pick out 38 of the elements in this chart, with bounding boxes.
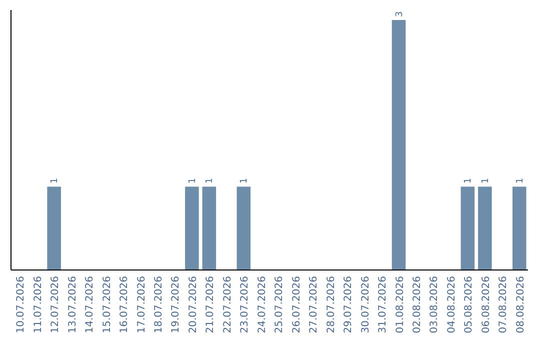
x-tick-label: 25.07.2026 xyxy=(274,276,286,334)
x-tick-label: 23.07.2026 xyxy=(240,276,251,334)
data-label: 1 xyxy=(464,178,474,184)
data-label: 1 xyxy=(240,178,250,184)
x-tick-label: 24.07.2026 xyxy=(256,276,268,334)
x-tick-label: 03.08.2026 xyxy=(429,276,440,334)
x-tick-label: 14.07.2026 xyxy=(84,276,96,334)
data-label: 1 xyxy=(188,178,198,184)
x-tick-label: 26.07.2026 xyxy=(291,276,302,334)
x-tick-label: 30.07.2026 xyxy=(360,276,372,334)
x-tick-label: 16.07.2026 xyxy=(119,276,130,334)
x-tick-label: 20.07.2026 xyxy=(188,276,199,334)
x-tick-label: 08.08.2026 xyxy=(515,276,526,334)
x-tick-label: 06.08.2026 xyxy=(480,276,492,334)
x-tick-label: 11.07.2026 xyxy=(32,276,44,334)
data-label: 1 xyxy=(205,178,216,184)
x-tick-label: 07.08.2026 xyxy=(498,276,510,334)
x-tick-label: 01.08.2026 xyxy=(394,276,406,334)
x-tick-label: 05.08.2026 xyxy=(464,276,475,334)
x-tick-label: 15.07.2026 xyxy=(102,276,113,334)
data-label: 1 xyxy=(480,178,491,184)
x-tick-label: 28.07.2026 xyxy=(326,276,337,334)
data-label: 1 xyxy=(50,178,60,184)
x-tick-label: 17.07.2026 xyxy=(136,276,148,334)
x-tick-label: 10.07.2026 xyxy=(16,276,27,334)
x-tick-label: 12.07.2026 xyxy=(50,276,62,334)
x-tick-label: 29.07.2026 xyxy=(343,276,354,334)
x-tick-label: 19.07.2026 xyxy=(170,276,182,334)
x-tick-label: 02.08.2026 xyxy=(412,276,423,334)
data-label: 1 xyxy=(515,178,526,184)
x-tick-label: 18.07.2026 xyxy=(153,276,164,334)
x-tick-label: 21.07.2026 xyxy=(205,276,216,334)
x-tick-label: 27.07.2026 xyxy=(308,276,320,334)
x-tick-label: 31.07.2026 xyxy=(378,276,389,334)
x-tick-label: 04.08.2026 xyxy=(446,276,458,334)
data-label: 3 xyxy=(394,11,405,17)
x-tick-label: 22.07.2026 xyxy=(222,276,234,334)
x-tick-label: 13.07.2026 xyxy=(67,276,78,334)
